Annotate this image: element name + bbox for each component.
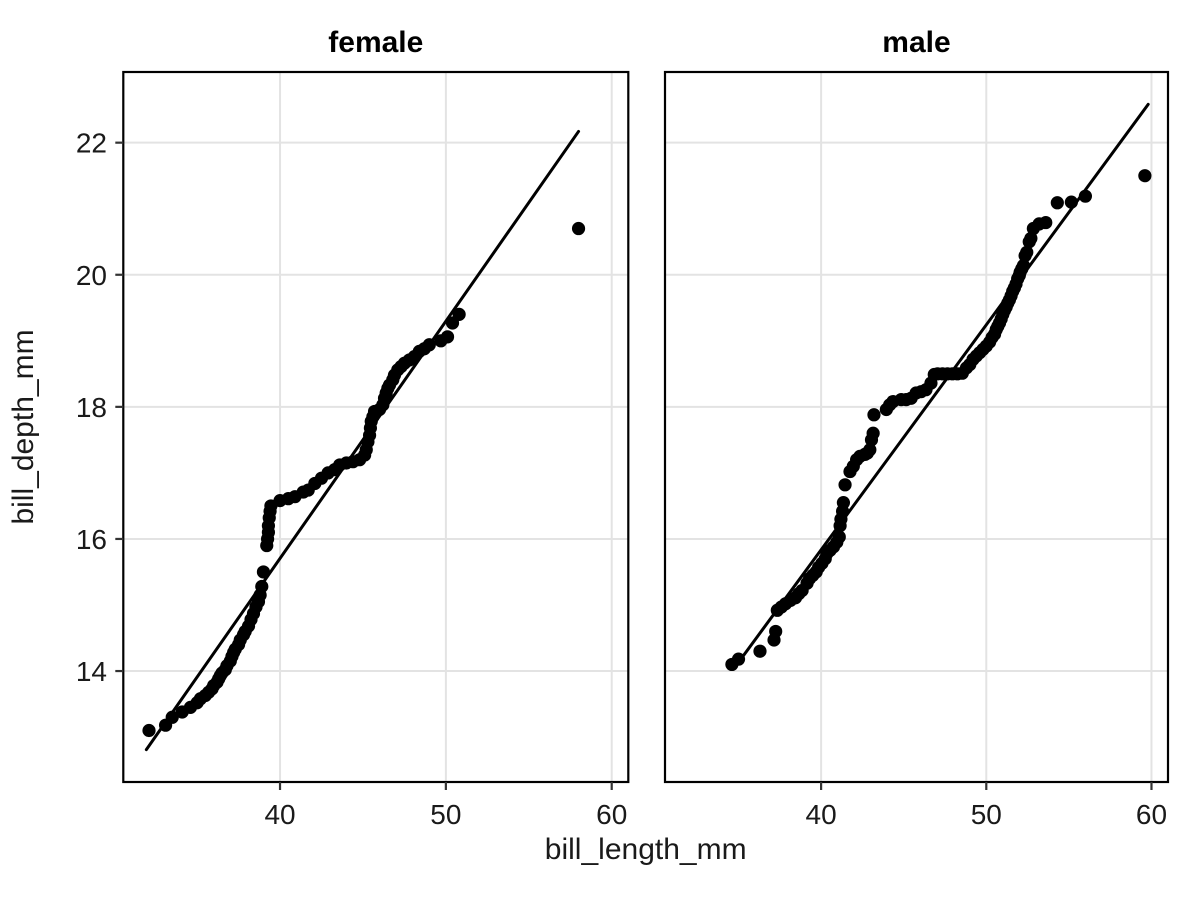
y-tick-label: 20 [76, 260, 107, 291]
data-point [452, 307, 466, 321]
data-point [863, 443, 877, 457]
data-point [1024, 231, 1038, 246]
data-point [1020, 245, 1034, 259]
data-point [832, 530, 846, 544]
y-tick-label: 14 [76, 656, 107, 687]
data-point [866, 426, 880, 440]
x-axis-title: bill_length_mm [545, 833, 747, 866]
y-axis-title: bill_depth_mm [7, 329, 40, 524]
data-point [867, 408, 881, 422]
data-point [165, 710, 179, 724]
y-tick-label: 22 [76, 128, 107, 159]
x-axis-ticks-male: 40 50 60 [806, 782, 1167, 830]
scatter-points-male [725, 169, 1152, 672]
x-tick-label: 40 [264, 799, 295, 830]
data-point [1064, 195, 1078, 209]
facet-title-male: male [882, 26, 950, 59]
data-point [571, 221, 586, 236]
data-point [142, 723, 156, 738]
data-point [769, 624, 783, 639]
data-point [1138, 169, 1152, 183]
data-point [1050, 196, 1064, 210]
data-point [753, 644, 767, 658]
x-tick-label: 50 [430, 799, 461, 830]
facet-title-female: female [328, 26, 423, 59]
data-point [422, 338, 436, 352]
data-point [1016, 258, 1031, 273]
x-tick-label: 40 [806, 799, 837, 830]
data-point [1078, 189, 1093, 203]
x-axis-ticks-female: 40 50 60 [264, 782, 627, 830]
x-tick-label: 60 [596, 799, 627, 830]
qq-reference-line-male [732, 102, 1150, 671]
panel-male: 40 50 60 male [663, 26, 1170, 830]
data-point [256, 565, 271, 579]
data-point [731, 652, 746, 666]
y-tick-label: 16 [76, 524, 107, 555]
x-tick-label: 50 [971, 799, 1002, 830]
panel-border-male [663, 70, 1170, 784]
x-tick-label: 60 [1136, 799, 1167, 830]
data-point [440, 330, 455, 344]
scatter-points-female [142, 221, 586, 738]
data-point [1039, 215, 1053, 230]
gridlines-male [665, 72, 1168, 782]
data-point [838, 478, 852, 492]
y-tick-label: 18 [76, 392, 107, 423]
panel-female: 40 50 60 female [122, 26, 630, 830]
data-point [255, 579, 269, 594]
data-point [836, 496, 851, 510]
panel-border-female [122, 70, 630, 784]
y-axis-ticks: 14 16 18 20 22 [76, 128, 124, 687]
